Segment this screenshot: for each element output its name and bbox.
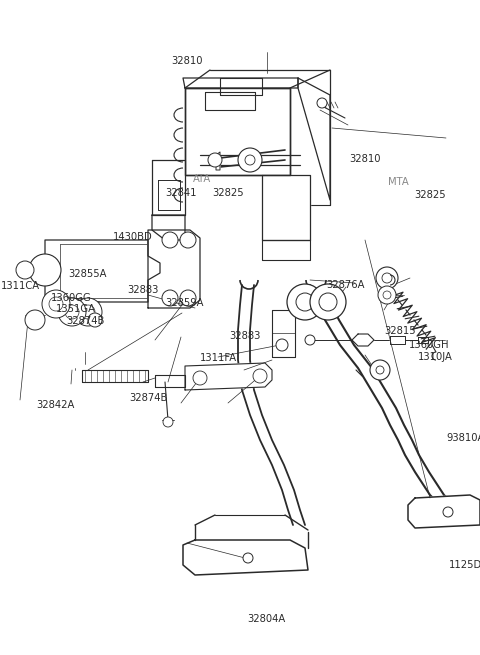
Circle shape [296,293,314,311]
Circle shape [319,293,337,311]
Polygon shape [262,175,310,240]
Polygon shape [82,370,148,382]
Text: 1351GA: 1351GA [56,304,96,314]
Text: 32859A: 32859A [166,297,204,308]
Polygon shape [183,78,298,88]
Polygon shape [408,495,480,528]
Circle shape [287,284,323,320]
Polygon shape [272,310,295,357]
Circle shape [243,553,253,563]
Polygon shape [352,334,374,346]
Circle shape [163,417,173,427]
Text: 32810: 32810 [171,56,203,66]
Polygon shape [262,240,310,260]
Text: 32804A: 32804A [247,614,286,624]
Text: 32883: 32883 [127,285,159,295]
Polygon shape [158,180,180,210]
Text: 32825: 32825 [212,188,244,198]
Polygon shape [205,92,255,110]
Text: 32825: 32825 [414,189,445,200]
Circle shape [310,284,346,320]
Circle shape [25,310,45,330]
Circle shape [317,98,327,108]
Circle shape [193,371,207,385]
Polygon shape [220,78,262,95]
Circle shape [378,286,396,304]
Text: 32874B: 32874B [130,392,168,403]
Polygon shape [216,152,220,170]
Text: 1430BD: 1430BD [113,232,153,242]
Polygon shape [183,540,308,575]
Polygon shape [418,337,428,343]
Text: MTA: MTA [388,177,409,187]
Text: 1360GG: 1360GG [51,293,91,303]
Circle shape [180,232,196,248]
Text: 32876A: 32876A [326,280,365,290]
Polygon shape [148,230,200,308]
Circle shape [74,298,102,326]
Text: 32810: 32810 [349,154,381,164]
Text: 1311FA: 1311FA [200,353,237,364]
Polygon shape [298,78,330,200]
Text: 1310JA: 1310JA [418,352,453,362]
Circle shape [370,360,390,380]
Circle shape [376,267,398,289]
Circle shape [42,290,70,318]
Polygon shape [155,375,185,387]
Circle shape [208,153,222,167]
Circle shape [162,232,178,248]
Circle shape [305,335,315,345]
Circle shape [180,290,196,306]
Text: 93810A: 93810A [446,432,480,443]
Text: 32841: 32841 [166,188,197,198]
Circle shape [238,148,262,172]
Circle shape [162,290,178,306]
Polygon shape [185,363,272,390]
Circle shape [29,254,61,286]
Circle shape [253,369,267,383]
Circle shape [16,261,34,279]
Circle shape [88,313,102,327]
Polygon shape [390,336,405,344]
Circle shape [383,291,391,299]
Circle shape [376,366,384,374]
Circle shape [443,507,453,517]
Text: 32842A: 32842A [36,400,74,410]
Polygon shape [152,215,185,240]
Circle shape [245,155,255,165]
Circle shape [276,339,288,351]
Text: ATA: ATA [192,174,211,185]
Polygon shape [152,160,185,215]
Circle shape [81,305,95,319]
Text: 32815: 32815 [384,326,416,336]
Circle shape [49,297,63,311]
Text: 1311CA: 1311CA [0,281,40,291]
Polygon shape [185,88,290,175]
Text: 32855A: 32855A [69,269,107,279]
Text: 32874B: 32874B [66,316,105,326]
Circle shape [58,298,86,326]
Circle shape [382,273,392,283]
Text: 1125DD: 1125DD [449,559,480,570]
Text: 1360GH: 1360GH [409,340,449,350]
Text: 32883: 32883 [229,331,261,341]
Circle shape [65,305,79,319]
Polygon shape [45,240,160,302]
